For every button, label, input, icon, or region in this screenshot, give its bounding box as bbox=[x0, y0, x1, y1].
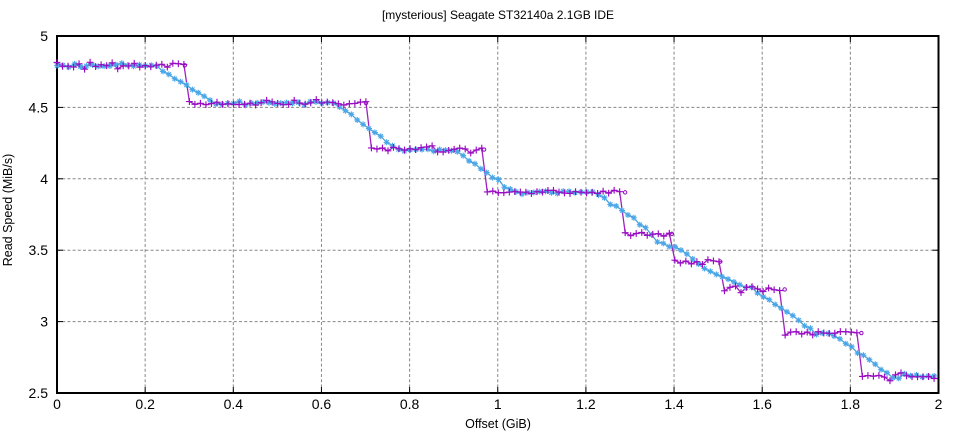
svg-text:3: 3 bbox=[40, 314, 48, 330]
svg-text:1.6: 1.6 bbox=[752, 396, 772, 412]
svg-text:1.4: 1.4 bbox=[664, 396, 684, 412]
svg-text:3.5: 3.5 bbox=[29, 242, 49, 258]
svg-text:0.4: 0.4 bbox=[224, 396, 244, 412]
svg-text:0: 0 bbox=[53, 396, 61, 412]
svg-text:2.5: 2.5 bbox=[29, 385, 49, 401]
svg-text:0.6: 0.6 bbox=[312, 396, 332, 412]
svg-text:0.2: 0.2 bbox=[135, 396, 155, 412]
svg-text:2: 2 bbox=[935, 396, 943, 412]
svg-text:1.8: 1.8 bbox=[841, 396, 861, 412]
svg-text:4.5: 4.5 bbox=[29, 99, 49, 115]
svg-text:1.2: 1.2 bbox=[576, 396, 596, 412]
svg-text:0.8: 0.8 bbox=[400, 396, 420, 412]
svg-text:5: 5 bbox=[40, 28, 48, 44]
svg-text:1: 1 bbox=[494, 396, 502, 412]
svg-text:4: 4 bbox=[40, 171, 48, 187]
